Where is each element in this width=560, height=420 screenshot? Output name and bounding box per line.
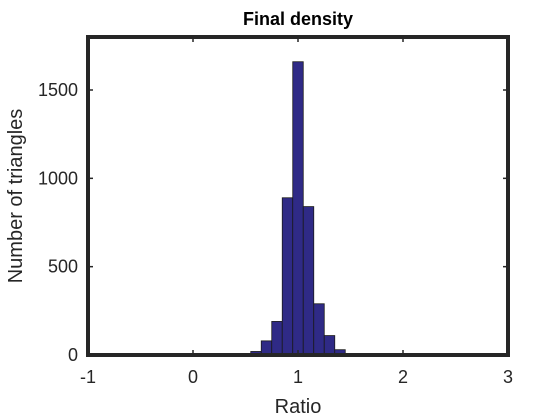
y-tick-label: 1500 — [38, 80, 78, 100]
histogram-bar — [323, 335, 336, 356]
x-tick-label: 0 — [188, 367, 198, 387]
y-tick-label: 500 — [48, 257, 78, 277]
histogram-bar — [271, 321, 283, 356]
histogram-bar — [260, 340, 273, 356]
histogram-bar — [292, 61, 304, 356]
chart-title: Final density — [243, 9, 353, 29]
x-tick-label: 1 — [293, 367, 303, 387]
y-tick-label: 0 — [68, 345, 78, 365]
x-tick-label: 2 — [398, 367, 408, 387]
bars-group — [250, 61, 357, 356]
histogram-bar — [302, 206, 315, 356]
histogram-bar — [313, 303, 325, 356]
y-axis-label: Number of triangles — [5, 109, 27, 284]
plot-frame — [86, 35, 510, 357]
x-tick-label: -1 — [80, 367, 96, 387]
y-tick-label: 1000 — [38, 168, 78, 188]
histogram-bar — [281, 197, 294, 356]
x-tick-label: 3 — [503, 367, 513, 387]
x-axis-label: Ratio — [275, 396, 322, 418]
